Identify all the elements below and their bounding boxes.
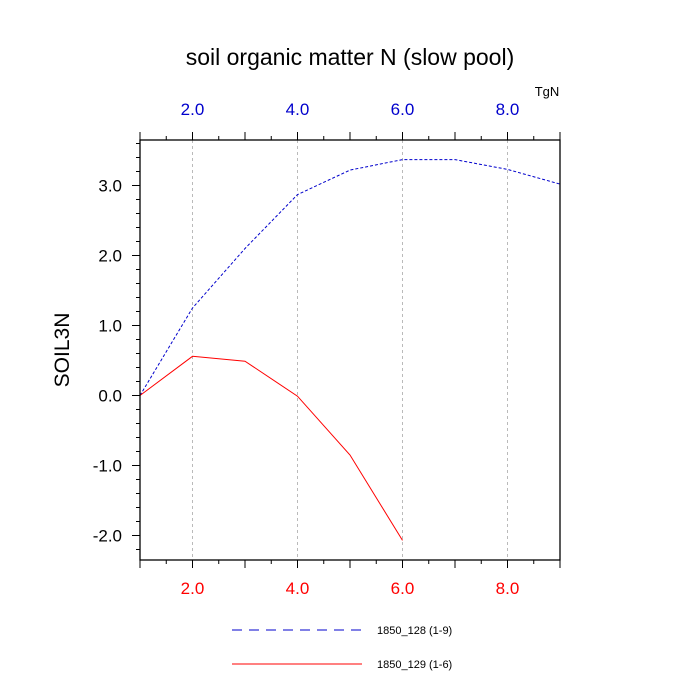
axis-ticks [132, 132, 561, 568]
x-tick-label-top-6: 6.0 [391, 100, 415, 119]
series-line-1 [139, 355, 403, 541]
y-tick-label-m1: -1.0 [93, 457, 122, 476]
series-line-0 [139, 159, 561, 396]
y-tick-label-0: 0.0 [98, 387, 122, 406]
y-tick-label-m2: -2.0 [93, 527, 122, 546]
x-tick-label-top-4: 4.0 [286, 100, 310, 119]
units-label: TgN [535, 84, 560, 99]
legend-label-series-0: 1850_128 (1-9) [377, 625, 452, 637]
x-tick-label-bottom-6: 6.0 [391, 579, 415, 598]
y-tick-label-3: 3.0 [98, 177, 122, 196]
y-tick-label-2: 2.0 [98, 247, 122, 266]
plot-frame [139, 139, 561, 561]
x-tick-label-bottom-2: 2.0 [181, 579, 205, 598]
chart-title: soil organic matter N (slow pool) [186, 44, 515, 70]
y-tick-label-1: 1.0 [98, 317, 122, 336]
tick-labels: 2.0 2.0 4.0 4.0 6.0 6.0 8.0 8.0 -2.0 -1.0 0.0 1.0 2.… [93, 100, 520, 598]
y-axis-label: SOIL3N [51, 313, 74, 388]
series-lines [139, 159, 561, 541]
x-tick-label-bottom-8: 8.0 [496, 579, 520, 598]
legend-label-series-1: 1850_129 (1-6) [377, 659, 452, 671]
grid-lines [192, 140, 508, 560]
x-tick-label-top-2: 2.0 [181, 100, 205, 119]
legend: 1850_128 (1-9) 1850_129 (1-6) [232, 625, 452, 671]
x-tick-label-bottom-4: 4.0 [286, 579, 310, 598]
x-tick-label-top-8: 8.0 [496, 100, 520, 119]
